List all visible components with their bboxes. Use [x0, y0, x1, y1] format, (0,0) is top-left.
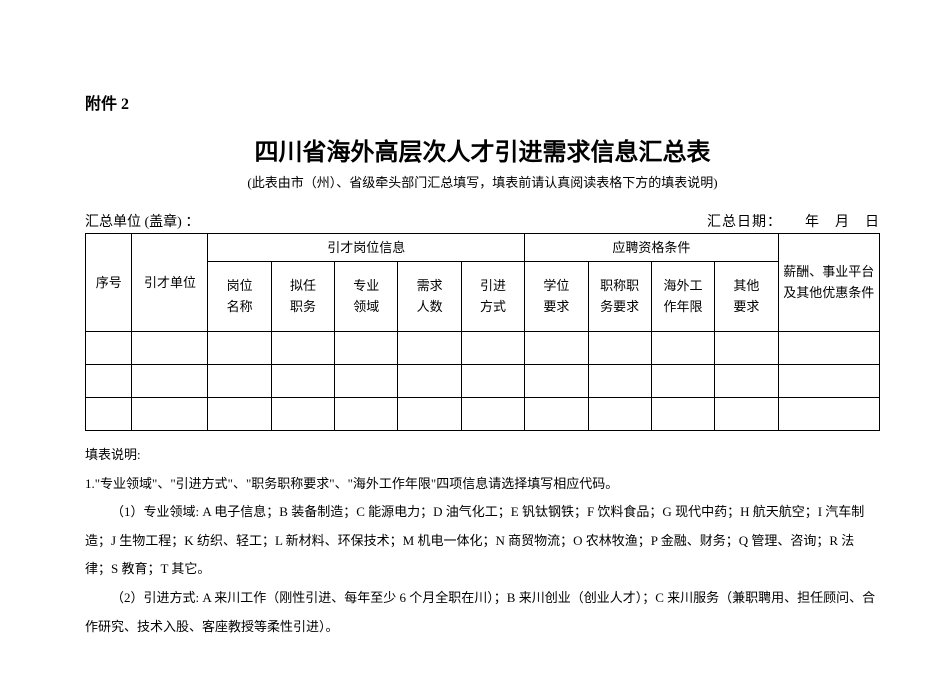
col-seq: 序号 — [86, 234, 132, 332]
cell — [271, 398, 334, 431]
col-overseas: 海外工作年限 — [651, 262, 714, 332]
col-degree: 学位要求 — [525, 262, 588, 332]
cell — [461, 365, 524, 398]
instructions-line2: （1）专业领域: A 电子信息；B 装备制造；C 能源电力；D 油气化工；E 钒… — [85, 498, 880, 584]
cell — [271, 332, 334, 365]
cell — [335, 398, 398, 431]
cell — [778, 365, 879, 398]
cell — [651, 365, 714, 398]
col-count: 需求人数 — [398, 262, 461, 332]
cell — [335, 365, 398, 398]
page-title: 四川省海外高层次人才引进需求信息汇总表 — [85, 132, 880, 167]
col-other: 其他要求 — [715, 262, 778, 332]
instructions-heading: 填表说明: — [85, 441, 880, 470]
cell — [778, 398, 879, 431]
col-group-qualification: 应聘资格条件 — [525, 234, 778, 262]
cell — [335, 332, 398, 365]
cell — [588, 365, 651, 398]
cell — [651, 332, 714, 365]
cell — [398, 332, 461, 365]
col-unit: 引才单位 — [132, 234, 208, 332]
cell — [778, 332, 879, 365]
summary-unit-label: 汇总单位 (盖章) ： — [85, 211, 199, 231]
cell — [208, 398, 271, 431]
main-table: 序号 引才单位 引才岗位信息 应聘资格条件 薪酬、事业平台及其他优惠条件 岗位名… — [85, 233, 880, 431]
cell — [461, 332, 524, 365]
attachment-label: 附件 2 — [85, 90, 880, 114]
cell — [132, 332, 208, 365]
cell — [86, 365, 132, 398]
table-header-group-row: 序号 引才单位 引才岗位信息 应聘资格条件 薪酬、事业平台及其他优惠条件 — [86, 234, 880, 262]
cell — [132, 365, 208, 398]
cell — [651, 398, 714, 431]
instructions-block: 填表说明: 1."专业领域"、"引进方式"、"职务职称要求"、"海外工作年限"四… — [85, 441, 880, 641]
col-position: 岗位名称 — [208, 262, 271, 332]
cell — [132, 398, 208, 431]
instructions-line3: （2）引进方式: A 来川工作（刚性引进、每年至少 6 个月全职在川）；B 来川… — [85, 584, 880, 641]
cell — [715, 398, 778, 431]
cell — [208, 332, 271, 365]
cell — [86, 398, 132, 431]
cell — [461, 398, 524, 431]
table-row — [86, 398, 880, 431]
cell — [715, 365, 778, 398]
table-row — [86, 365, 880, 398]
col-field: 专业领域 — [335, 262, 398, 332]
instructions-line1: 1."专业领域"、"引进方式"、"职务职称要求"、"海外工作年限"四项信息请选择… — [85, 470, 880, 499]
col-title-req: 职称职务要求 — [588, 262, 651, 332]
table-row — [86, 332, 880, 365]
cell — [525, 365, 588, 398]
cell — [208, 365, 271, 398]
page-subtitle: (此表由市（州）、省级牵头部门汇总填写，填表前请认真阅读表格下方的填表说明) — [85, 172, 880, 191]
summary-date-label: 汇总日期： 年 月 日 — [707, 211, 880, 231]
cell — [525, 398, 588, 431]
cell — [86, 332, 132, 365]
col-group-position-info: 引才岗位信息 — [208, 234, 525, 262]
cell — [588, 398, 651, 431]
col-method: 引进方式 — [461, 262, 524, 332]
cell — [715, 332, 778, 365]
cell — [398, 398, 461, 431]
col-salary: 薪酬、事业平台及其他优惠条件 — [778, 234, 879, 332]
cell — [588, 332, 651, 365]
col-duty: 拟任职务 — [271, 262, 334, 332]
cell — [525, 332, 588, 365]
meta-row: 汇总单位 (盖章) ： 汇总日期： 年 月 日 — [85, 211, 880, 231]
cell — [271, 365, 334, 398]
cell — [398, 365, 461, 398]
